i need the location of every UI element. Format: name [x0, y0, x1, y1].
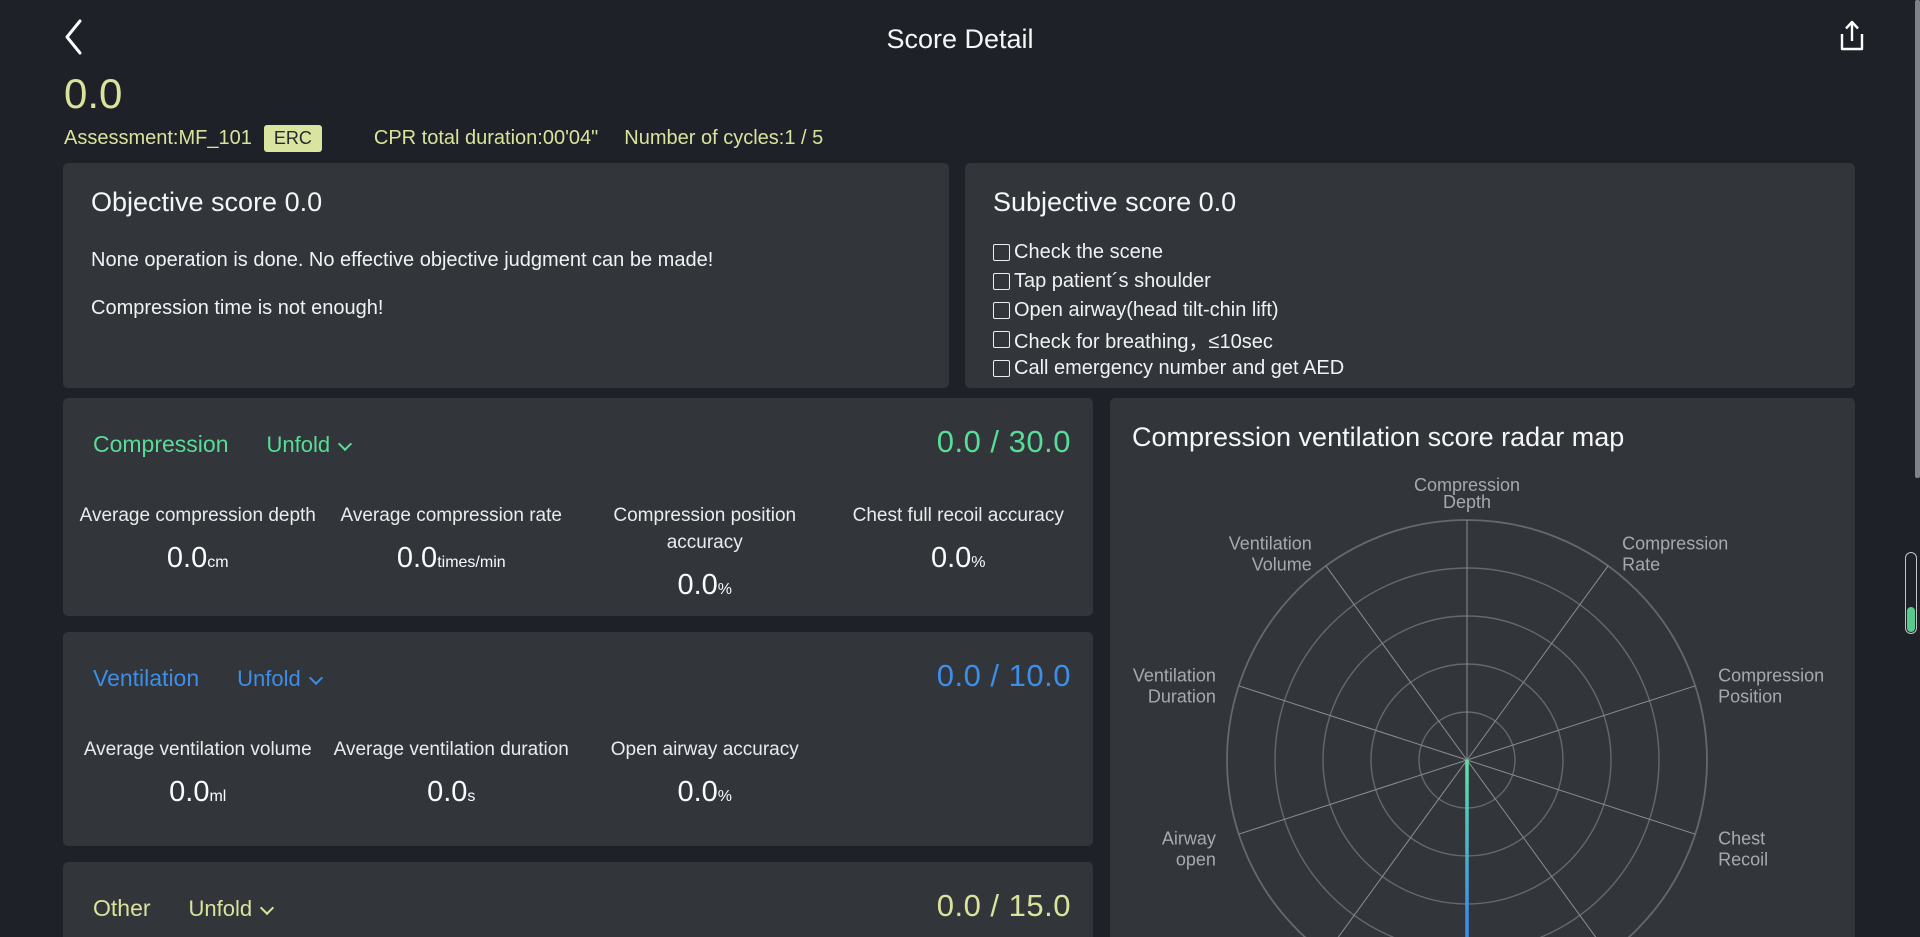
metric: Average ventilation duration 0.0s — [325, 736, 579, 809]
other-section-header: Other Unfold 0.0 / 15.0 — [63, 862, 1093, 924]
assessment-meta-row: Assessment:MF_101 ERC CPR total duration… — [64, 125, 823, 152]
erc-badge: ERC — [263, 125, 322, 152]
chevron-left-icon — [65, 19, 82, 55]
metric-label: Compression position accuracy — [613, 505, 797, 553]
ventilation-metrics: Average ventilation volume 0.0ml Average v… — [63, 736, 1093, 809]
metric-label: Average compression rate — [340, 505, 562, 526]
page-title: Score Detail — [886, 24, 1034, 54]
metric: Average compression depth 0.0cm — [71, 502, 325, 602]
assessment-label: Assessment:MF_101 — [64, 127, 252, 149]
cpr-duration-label: CPR total duration:00'04" — [373, 127, 599, 149]
ventilation-section-title: Ventilation — [93, 665, 200, 691]
other-section-panel: Other Unfold 0.0 / 15.0 — [63, 862, 1093, 937]
objective-score-title: Objective score 0.0 — [91, 187, 323, 217]
metric-label: Chest full recoil accuracy — [852, 505, 1064, 526]
other-section-score: 0.0 / 15.0 — [936, 888, 1071, 923]
radar-axis-label: Compression Depth — [1414, 475, 1520, 512]
ventilation-section-panel: Ventilation Unfold 0.0 / 10.0 Average ve… — [63, 632, 1093, 846]
ventilation-section-header: Ventilation Unfold 0.0 / 10.0 — [63, 632, 1093, 694]
subjective-check-row: Check the scene — [993, 238, 1827, 267]
subjective-item-label: Tap patient´s shoulder — [1014, 270, 1211, 292]
radar-axis-label: Chest Recoil — [1718, 829, 1768, 870]
topbar: Score Detail — [0, 0, 1920, 64]
metric-label: Average ventilation volume — [83, 739, 312, 760]
metric-label: Average compression depth — [79, 505, 316, 526]
radar-axis-label: Compression Position — [1718, 665, 1824, 706]
objective-message: None operation is done. No effective obj… — [91, 249, 714, 271]
subjective-item-label: Open airway(head tilt-chin lift) — [1014, 299, 1279, 321]
ventilation-unfold-button[interactable]: Unfold — [237, 666, 323, 692]
share-icon — [1840, 20, 1864, 50]
compression-section-score: 0.0 / 30.0 — [936, 424, 1071, 459]
metric: Average ventilation volume 0.0ml — [71, 736, 325, 809]
compression-section-header: Compression Unfold 0.0 / 30.0 — [63, 398, 1093, 460]
radar-axis-label: Ventilation Volume — [1229, 533, 1312, 574]
subjective-item-label: Check the scene — [1014, 241, 1163, 263]
compression-section-title: Compression — [93, 431, 229, 457]
chevron-down-icon — [338, 436, 353, 452]
share-button[interactable] — [1832, 16, 1872, 60]
metric-value: 0.0% — [930, 542, 986, 574]
subjective-item-label: Check for breathing，≤10sec — [1014, 331, 1273, 353]
compression-metrics: Average compression depth 0.0cm Average co… — [63, 502, 1093, 602]
radar-chart: Compression Depth Compression Rate Compressi… — [1133, 475, 1824, 937]
radar-axis-label: Compression Rate — [1622, 533, 1728, 574]
metric-value: 0.0% — [677, 569, 733, 601]
compression-section-panel: Compression Unfold 0.0 / 30.0 Average co… — [63, 398, 1093, 616]
checkbox[interactable] — [993, 331, 1010, 348]
chevron-down-icon — [308, 670, 323, 686]
subjective-check-row: Tap patient´s shoulder — [993, 267, 1827, 296]
total-score: 0.0 — [64, 70, 123, 117]
metric-value: 0.0times/min — [396, 542, 506, 574]
subjective-check-row: Call emergency number and get AED — [993, 354, 1827, 383]
objective-score-panel: Objective score 0.0 None operation is do… — [63, 163, 949, 388]
radar-panel: Compression ventilation score radar map … — [1110, 398, 1855, 937]
metric: Open airway accuracy 0.0% — [578, 736, 832, 809]
objective-messages: None operation is done. No effective obj… — [91, 249, 921, 320]
subjective-score-panel: Subjective score 0.0 Check the scene Tap … — [965, 163, 1855, 388]
subjective-check-row: Check for breathing，≤10sec — [993, 325, 1827, 354]
metric-value: 0.0cm — [166, 542, 229, 574]
vertical-scrollbar-thumb[interactable] — [1915, 0, 1920, 478]
metric-value: 0.0ml — [169, 776, 227, 808]
checkbox[interactable] — [993, 273, 1010, 290]
objective-message: Compression time is not enough! — [91, 297, 384, 319]
metric-value: 0.0% — [677, 776, 733, 808]
metric: Chest full recoil accuracy 0.0% — [832, 502, 1086, 602]
scroll-progress-indicator[interactable] — [1905, 552, 1917, 634]
back-button[interactable] — [56, 16, 92, 60]
scroll-progress-fill — [1907, 607, 1915, 632]
chevron-down-icon — [260, 900, 275, 916]
compression-unfold-button[interactable]: Unfold — [267, 432, 353, 458]
checkbox[interactable] — [993, 302, 1010, 319]
ventilation-section-score: 0.0 / 10.0 — [936, 658, 1071, 693]
checkbox[interactable] — [993, 244, 1010, 261]
metric: Average compression rate 0.0times/min — [325, 502, 579, 602]
metric-value: 0.0s — [427, 776, 476, 808]
subjective-checklist: Check the scene Tap patient´s shoulder Ope… — [993, 238, 1827, 383]
radar-axis-label: Airway open — [1162, 829, 1216, 870]
subjective-check-row: Open airway(head tilt-chin lift) — [993, 296, 1827, 325]
checkbox[interactable] — [993, 360, 1010, 377]
metric-label: Average ventilation duration — [333, 739, 569, 760]
subjective-item-label: Call emergency number and get AED — [1014, 357, 1345, 379]
metric: Compression position accuracy 0.0% — [578, 502, 832, 602]
other-section-title: Other — [93, 895, 151, 921]
subjective-score-title: Subjective score 0.0 — [993, 187, 1237, 217]
radar-panel-title: Compression ventilation score radar map — [1132, 422, 1625, 452]
score-header: 0.0 Assessment:MF_101 ERC CPR total dura… — [64, 70, 823, 152]
other-unfold-button[interactable]: Unfold — [189, 896, 275, 922]
cycles-label: Number of cycles:1 / 5 — [624, 127, 824, 149]
metric-label: Open airway accuracy — [610, 739, 799, 760]
radar-axis-label: Ventilation Duration — [1133, 665, 1216, 706]
